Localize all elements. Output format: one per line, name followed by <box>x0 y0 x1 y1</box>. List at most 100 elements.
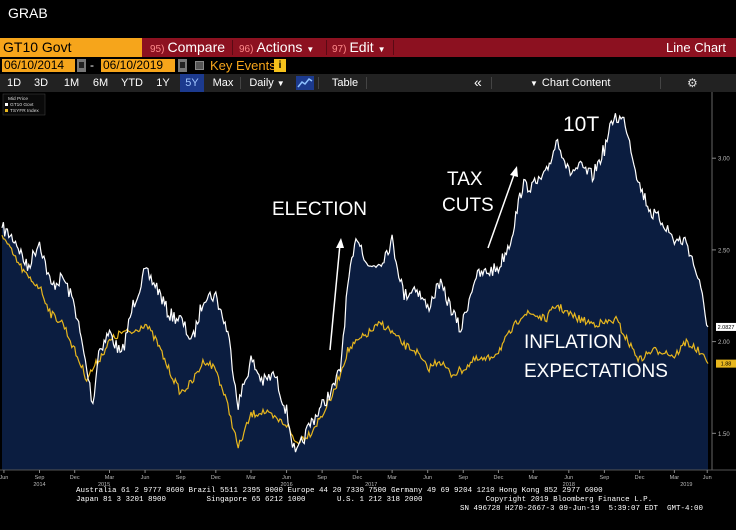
info-icon[interactable]: i <box>274 59 286 72</box>
calendar-icon[interactable] <box>178 59 187 72</box>
toolbar-divider <box>326 40 327 55</box>
date-separator: - <box>90 58 94 72</box>
compare-button[interactable]: 95) Compare <box>150 38 225 57</box>
chevron-down-icon: ▼ <box>530 79 538 88</box>
x-tick-label-15: Mar <box>528 475 538 481</box>
range-button-1d[interactable]: 1D <box>6 77 22 89</box>
key-events-label: Key Events <box>210 58 276 73</box>
x-tick-label-1: Sep <box>35 475 45 481</box>
x-tick-label-14: Dec <box>494 475 504 481</box>
annotation-tax-cuts-arrowhead <box>510 166 518 177</box>
actions-number: 96) <box>239 44 254 55</box>
y-tick-label-0: 3.00 <box>718 157 730 163</box>
x-tick-label-7: Mar <box>246 475 256 481</box>
start-date-field[interactable]: 06/10/2014 <box>2 59 75 72</box>
period-select[interactable]: Daily ▼ <box>243 74 291 92</box>
x-tick-label-13: Sep <box>458 475 468 481</box>
x-tick-label-8: Jun <box>282 475 291 481</box>
x-tick-label-6: Dec <box>211 475 221 481</box>
chart-content-label: Chart Content <box>541 77 611 89</box>
x-tick-label-20: Jun <box>703 475 712 481</box>
chevron-down-icon: ▼ <box>377 45 386 54</box>
footer-contacts: Australia 61 2 9777 8600 Brazil 5511 239… <box>76 487 603 495</box>
x-year-label-1: 2015 <box>98 482 110 486</box>
annotation-10t: 10T <box>563 113 599 136</box>
gt10-area-fill <box>2 113 708 470</box>
chevron-down-icon: ▼ <box>276 79 285 88</box>
tsyfr-last-value: 1.88 <box>721 362 732 368</box>
y-tick-label-2: 2.00 <box>718 340 730 346</box>
range-divider <box>660 77 661 89</box>
annotation-inflation-line2: EXPECTATIONS <box>524 361 668 382</box>
calendar-icon[interactable] <box>77 59 86 72</box>
footer: Australia 61 2 9777 8600 Brazil 5511 239… <box>0 486 736 530</box>
range-button-5y[interactable]: 5Y <box>180 74 204 92</box>
range-button-6m[interactable]: 6M <box>92 77 109 89</box>
chart-content-button[interactable]: ▼ Chart Content <box>530 74 610 92</box>
legend-label-tsyfr: TSYFR Index <box>10 108 39 114</box>
annotation-election-arrowhead <box>336 238 344 248</box>
range-divider <box>491 77 492 89</box>
range-button-max[interactable]: Max <box>212 77 234 89</box>
collapse-icon[interactable]: « <box>474 74 482 90</box>
x-year-label-0: 2014 <box>33 482 45 486</box>
annotation-tax-cuts-line2: CUTS <box>442 195 494 216</box>
range-button-ytd[interactable]: YTD <box>121 77 143 89</box>
range-divider <box>240 77 241 89</box>
line-chart-icon[interactable] <box>296 76 314 90</box>
date-range-row: 06/10/2014 - 06/10/2019 Key Events i <box>0 57 736 74</box>
toolbar-divider <box>232 40 233 55</box>
toolbar-divider <box>393 40 394 55</box>
compare-label: Compare <box>167 39 226 55</box>
range-button-1y[interactable]: 1Y <box>156 77 170 89</box>
key-events-checkbox[interactable] <box>195 61 204 70</box>
x-tick-label-2: Dec <box>70 475 80 481</box>
legend-swatch-tsyfr <box>5 109 8 112</box>
x-tick-label-4: Jun <box>141 475 150 481</box>
window-title: GRAB <box>8 5 48 21</box>
x-tick-label-19: Mar <box>670 475 680 481</box>
x-year-label-2: 2016 <box>280 482 292 486</box>
line-chart: 3.00 2.50 2.00 1.50 Jun Sep Dec Mar Jun Sep Dec Mar… <box>0 92 736 488</box>
range-divider <box>318 77 319 89</box>
legend-swatch-gt10 <box>5 103 8 106</box>
annotation-tax-cuts-arrow <box>487 171 516 249</box>
edit-menu-button[interactable]: 97) Edit ▼ <box>332 38 386 57</box>
range-button-1m[interactable]: 1M <box>63 77 80 89</box>
annotation-election: ELECTION <box>272 199 367 220</box>
legend-box <box>2 93 46 116</box>
gt10-last-value-badge <box>716 322 736 331</box>
compare-number: 95) <box>150 44 165 55</box>
y-tick-label-1: 2.50 <box>718 248 730 254</box>
title-bar: GRAB <box>0 0 736 38</box>
x-tick-label-9: Sep <box>317 475 327 481</box>
x-tick-label-16: Jun <box>564 475 573 481</box>
range-bar: 1D 3D 1M 6M YTD 1Y 5Y Max Daily ▼ Table «… <box>0 74 736 92</box>
x-tick-label-3: Mar <box>105 475 115 481</box>
x-year-label-3: 2017 <box>365 482 377 486</box>
y-tick-label-3: 1.50 <box>718 432 730 438</box>
x-tick-label-11: Mar <box>387 475 397 481</box>
function-toolbar: GT10 Govt 95) Compare 96) Actions ▼ 97) Edit… <box>0 38 736 57</box>
x-tick-label-12: Jun <box>423 475 432 481</box>
edit-number: 97) <box>332 44 347 55</box>
legend-label-gt10: GT10 Govt <box>10 102 34 108</box>
x-year-label-5: 2019 <box>680 482 692 486</box>
actions-menu-button[interactable]: 96) Actions ▼ <box>239 38 314 57</box>
annotation-tax-cuts-line1: TAX <box>447 169 483 190</box>
end-date-field[interactable]: 06/10/2019 <box>101 59 175 72</box>
chart-type-label[interactable]: Line Chart <box>666 40 726 55</box>
x-tick-label-10: Dec <box>352 475 362 481</box>
x-tick-label-5: Sep <box>176 475 186 481</box>
x-tick-label-17: Sep <box>599 475 609 481</box>
range-button-3d[interactable]: 3D <box>33 77 49 89</box>
ticker-input[interactable]: GT10 Govt <box>0 38 142 57</box>
x-tick-label-18: Dec <box>635 475 645 481</box>
edit-label: Edit <box>349 39 374 55</box>
x-tick-label-0: Jun <box>0 475 8 481</box>
tsyfr-series-line <box>1 234 709 449</box>
gear-icon[interactable]: ⚙ <box>687 76 698 90</box>
table-button[interactable]: Table <box>331 77 359 89</box>
x-year-label-4: 2018 <box>563 482 575 486</box>
actions-label: Actions <box>256 39 303 55</box>
